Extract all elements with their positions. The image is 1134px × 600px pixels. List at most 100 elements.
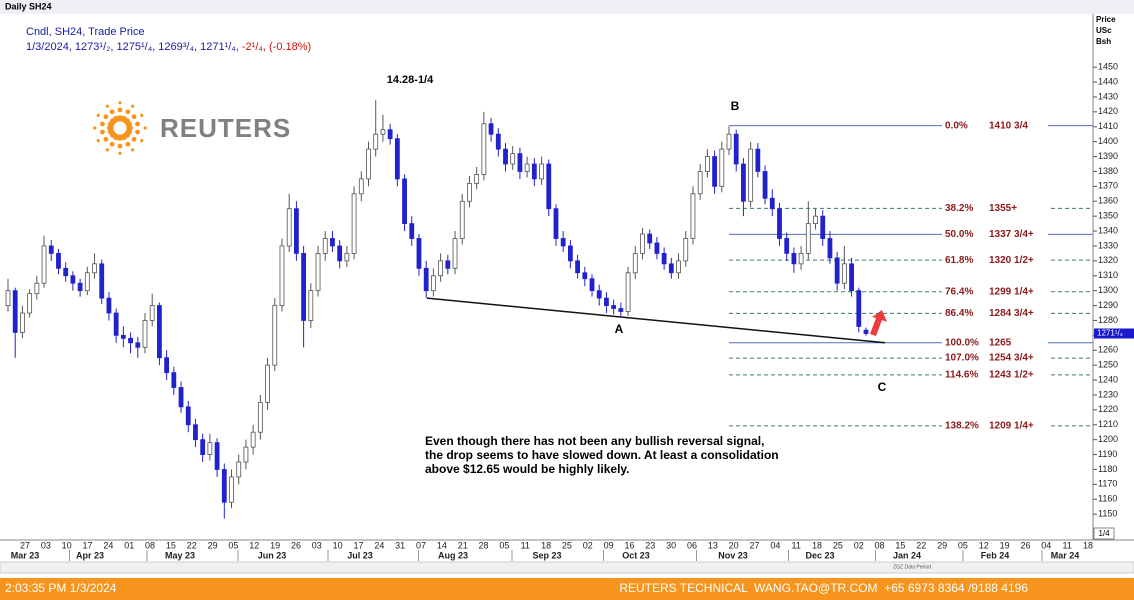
x-tick-label: 01 [124,540,134,550]
page-label: 1/4 [1098,529,1110,538]
x-tick-label: 15 [895,540,905,550]
candle-body [70,275,76,284]
fib-pct: 76.4% [945,286,973,297]
x-tick-label: 03 [41,540,51,550]
annotation: A [615,322,624,336]
candle-body [438,260,444,277]
y-tick-label: 1430 [1098,91,1118,101]
logo-dot [109,109,115,115]
candle-body [618,308,624,312]
x-tick-label: 14 [437,540,447,550]
candle-body [330,238,335,247]
x-tick-label: 06 [687,540,697,550]
x-tick-label: 11 [521,540,530,550]
x-tick-label: 02 [583,540,593,550]
candle-body [308,290,314,321]
x-month-label: Sep 23 [532,550,561,560]
fib-label-bg [942,336,1048,349]
logo-text: REUTERS [160,113,291,143]
candle-body [582,272,588,280]
candle-body [423,267,429,292]
candle-body [157,305,162,359]
y-tick-label: 1370 [1098,181,1118,191]
candle-body [265,364,270,403]
note: above $12.65 would be highly likely. [425,462,630,476]
candle-body [135,342,141,348]
footer-time: 2:03:35 PM 1/3/2024 [5,581,117,595]
y-tick-label: 1330 [1098,240,1118,250]
candle-body [366,148,371,180]
x-month-label: Mar 23 [11,550,40,560]
candle-body [207,442,213,455]
candle-body [683,238,689,262]
candle-body [322,238,328,254]
candle-body [149,305,155,321]
x-tick-label: 22 [187,540,197,550]
x-tick-label: 05 [958,540,968,550]
candle-body [849,263,854,292]
candle-body [229,476,234,503]
logo-dot [96,113,100,117]
x-month-label: May 23 [165,550,195,560]
axis-header: Price [1096,15,1116,24]
fib-pct: 61.8% [945,255,973,266]
candle-body [344,253,350,262]
candle-body [27,293,33,314]
fib-pct: 114.6% [945,369,978,380]
candle-body [841,263,847,284]
y-tick-label: 1400 [1098,136,1118,146]
logo-dot [131,104,135,108]
fib-pct: 107.0% [945,353,979,364]
logo-dot [125,141,131,147]
y-tick-label: 1190 [1098,449,1117,459]
x-tick-label: 12 [979,540,989,550]
quote-line: 1/3/2024, 1273¹/₂, 1275¹/₄, 1269³/₄, 127… [26,41,311,53]
fib-price: 1265 [989,337,1012,348]
candle-body [337,245,343,262]
x-tick-label: 04 [770,540,780,550]
candle-body [690,193,696,239]
candle-body [286,208,292,247]
candle-body [553,208,559,239]
candle-body [394,138,400,180]
x-tick-label: 11 [792,540,801,550]
logo-dot [100,129,105,135]
fib-price: 1209 1/4+ [989,421,1034,432]
page-box[interactable] [1093,527,1115,540]
x-tick-label: 03 [312,540,322,550]
axis-header: Bsh [1096,37,1111,46]
candle-body [777,208,782,239]
annotation: B [731,99,740,113]
candle-body [387,129,393,140]
x-tick-label: 26 [291,540,301,550]
logo-dot [96,139,100,143]
fib-label-bg [942,254,1048,267]
x-month-label: Nov 23 [718,550,748,560]
x-tick-label: 09 [604,540,614,550]
y-tick-label: 1300 [1098,285,1118,295]
candle-body [214,442,220,470]
x-tick-label: 27 [20,540,30,550]
fib-pct: 86.4% [945,308,973,319]
x-tick-label: 27 [750,540,760,550]
candle-body [733,133,739,165]
y-tick-label: 1160 [1098,494,1117,504]
x-tick-label: 05 [499,540,509,550]
x-month-label: Dec 23 [805,550,834,560]
candle-body [34,282,40,295]
logo-dot [131,114,137,120]
candle-body [661,253,667,265]
x-tick-label: 15 [166,540,176,550]
x-tick-label: 28 [479,540,489,550]
fib-label-bg [942,285,1048,298]
scrollbar[interactable] [0,561,1134,574]
candle-body [604,297,609,306]
candle-body [272,305,278,366]
x-tick-label: 18 [1083,540,1093,550]
y-tick-label: 1390 [1098,151,1118,161]
fib-pct: 38.2% [945,203,973,214]
candle-body [185,406,191,426]
